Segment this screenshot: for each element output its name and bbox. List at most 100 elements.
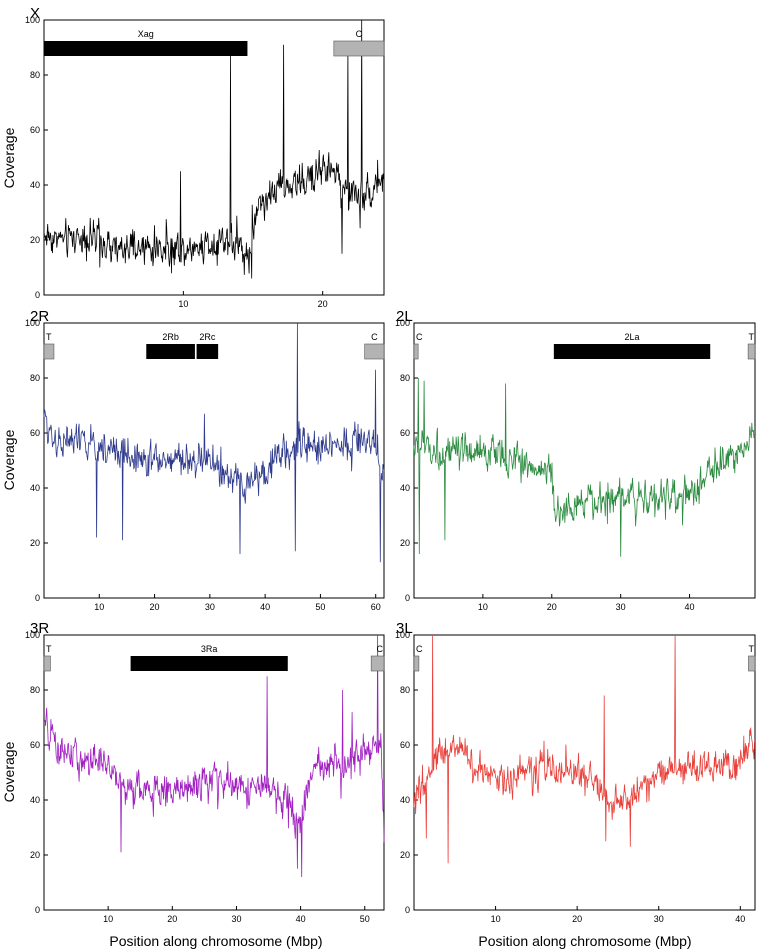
x-tick-label: 30 xyxy=(231,914,241,924)
region-label-3r-3ra: 3Ra xyxy=(201,644,218,654)
region-label-2r-2rb: 2Rb xyxy=(162,332,179,342)
x-tick-label: 10 xyxy=(103,914,113,924)
region-label-2l-t: T xyxy=(749,332,755,342)
region-label-3r-t: T xyxy=(46,644,52,654)
region-label-2l-c: C xyxy=(416,332,423,342)
region-bar-3r-3ra xyxy=(130,656,288,671)
y-tick-label: 60 xyxy=(400,740,410,750)
y-tick-label: 100 xyxy=(395,630,410,640)
y-tick-label: 100 xyxy=(25,630,40,640)
coverage-line-2l xyxy=(413,377,756,557)
y-tick-label: 40 xyxy=(400,795,410,805)
x-tick-label: 20 xyxy=(547,602,557,612)
x-tick-label: 20 xyxy=(167,914,177,924)
plot-frame-2l xyxy=(413,322,756,599)
plot-frame-x xyxy=(43,19,385,296)
y-tick-label: 40 xyxy=(30,483,40,493)
x-tick-label: 50 xyxy=(315,602,325,612)
y-tick-label: 0 xyxy=(35,290,40,300)
y-tick-label: 80 xyxy=(30,70,40,80)
y-tick-label: 20 xyxy=(30,850,40,860)
region-label-2r-t: T xyxy=(46,332,52,342)
panel-x: X 0 20 40 60 80 100 10 20 Xag C xyxy=(25,5,385,309)
x-tick-label: 20 xyxy=(150,602,160,612)
coverage-line-x xyxy=(43,19,385,279)
y-tick-label: 100 xyxy=(25,15,40,25)
y-tick-label: 40 xyxy=(30,180,40,190)
y-tick-label: 80 xyxy=(400,685,410,695)
y-tick-label: 40 xyxy=(400,483,410,493)
x-tick-label: 10 xyxy=(478,602,488,612)
panel-3r: 3R 0 20 40 60 80 100 10 20 30 40 50 T 3Ra C xyxy=(25,620,385,924)
region-label-2r-c: C xyxy=(371,332,378,342)
region-bar-2r-2rc xyxy=(196,344,219,359)
x-tick-label: 10 xyxy=(491,914,501,924)
region-bar-x-c xyxy=(333,40,385,57)
y-axis-label-3r: Coverage xyxy=(1,741,17,802)
y-tick-label: 20 xyxy=(400,538,410,548)
coverage-line-3r xyxy=(43,634,385,878)
region-bar-2l-t xyxy=(747,343,756,360)
x-tick-label: 10 xyxy=(178,299,188,309)
plot-frame-3r xyxy=(43,634,385,911)
panel-label-3l: 3L xyxy=(396,620,413,637)
region-bar-3r-t xyxy=(43,655,51,672)
region-bar-3l-c xyxy=(413,655,420,672)
coverage-line-3l xyxy=(413,634,756,864)
y-tick-label: 20 xyxy=(30,235,40,245)
region-bar-2l-c xyxy=(413,343,419,360)
y-tick-label: 60 xyxy=(30,740,40,750)
region-label-3r-c: C xyxy=(377,644,384,654)
y-tick-label: 100 xyxy=(25,318,40,328)
y-tick-label: 0 xyxy=(35,905,40,915)
x-axis-label-right: Position along chromosome (Mbp) xyxy=(478,933,691,949)
region-bar-3l-t xyxy=(748,655,756,672)
y-tick-label: 60 xyxy=(30,428,40,438)
x-tick-label: 40 xyxy=(296,914,306,924)
plot-frame-2r xyxy=(43,322,385,599)
y-axis-label-2r: Coverage xyxy=(1,429,17,490)
y-tick-label: 60 xyxy=(400,428,410,438)
region-label-2r-2rc: 2Rc xyxy=(199,332,216,342)
panel-label-3r: 3R xyxy=(30,620,49,637)
coverage-line-2r xyxy=(43,322,385,563)
region-label-2l-2la: 2La xyxy=(625,332,640,342)
panel-2r: 2R 0 20 40 60 80 100 10 20 30 40 50 60 T 2Rb 2Rc C xyxy=(25,308,385,612)
panel-label-x: X xyxy=(30,5,40,22)
y-tick-label: 20 xyxy=(30,538,40,548)
x-axis-label-left: Position along chromosome (Mbp) xyxy=(109,933,322,949)
y-axis-label-x: Coverage xyxy=(1,127,17,188)
y-tick-label: 60 xyxy=(30,125,40,135)
x-tick-label: 10 xyxy=(94,602,104,612)
panel-2l: 2L 0 20 40 60 80 100 10 20 30 40 C 2La T xyxy=(395,308,756,612)
x-tick-label: 30 xyxy=(654,914,664,924)
x-tick-label: 40 xyxy=(260,602,270,612)
region-label-3l-t: T xyxy=(749,644,755,654)
region-bar-x-xag xyxy=(44,41,248,56)
x-tick-label: 40 xyxy=(685,602,695,612)
y-tick-label: 0 xyxy=(405,593,410,603)
x-tick-label: 30 xyxy=(205,602,215,612)
region-bar-2l-2la xyxy=(553,344,711,359)
y-tick-label: 80 xyxy=(30,685,40,695)
region-bar-3r-c xyxy=(370,655,385,672)
x-tick-label: 20 xyxy=(572,914,582,924)
x-tick-label: 20 xyxy=(318,299,328,309)
y-tick-label: 0 xyxy=(405,905,410,915)
y-tick-label: 80 xyxy=(400,373,410,383)
panel-label-2r: 2R xyxy=(30,308,49,325)
x-tick-label: 30 xyxy=(616,602,626,612)
region-label-x-c: C xyxy=(356,29,363,39)
y-tick-label: 40 xyxy=(30,795,40,805)
panel-3l: 3L 0 20 40 60 80 100 10 20 30 40 C T xyxy=(395,620,756,924)
region-bar-2r-2rb xyxy=(146,344,195,359)
plot-frame-3l xyxy=(413,634,756,911)
panel-label-2l: 2L xyxy=(396,308,413,325)
y-tick-label: 0 xyxy=(35,593,40,603)
region-bar-2r-c xyxy=(364,343,385,360)
x-tick-label: 60 xyxy=(371,602,381,612)
region-label-x-xag: Xag xyxy=(138,29,154,39)
y-tick-label: 20 xyxy=(400,850,410,860)
